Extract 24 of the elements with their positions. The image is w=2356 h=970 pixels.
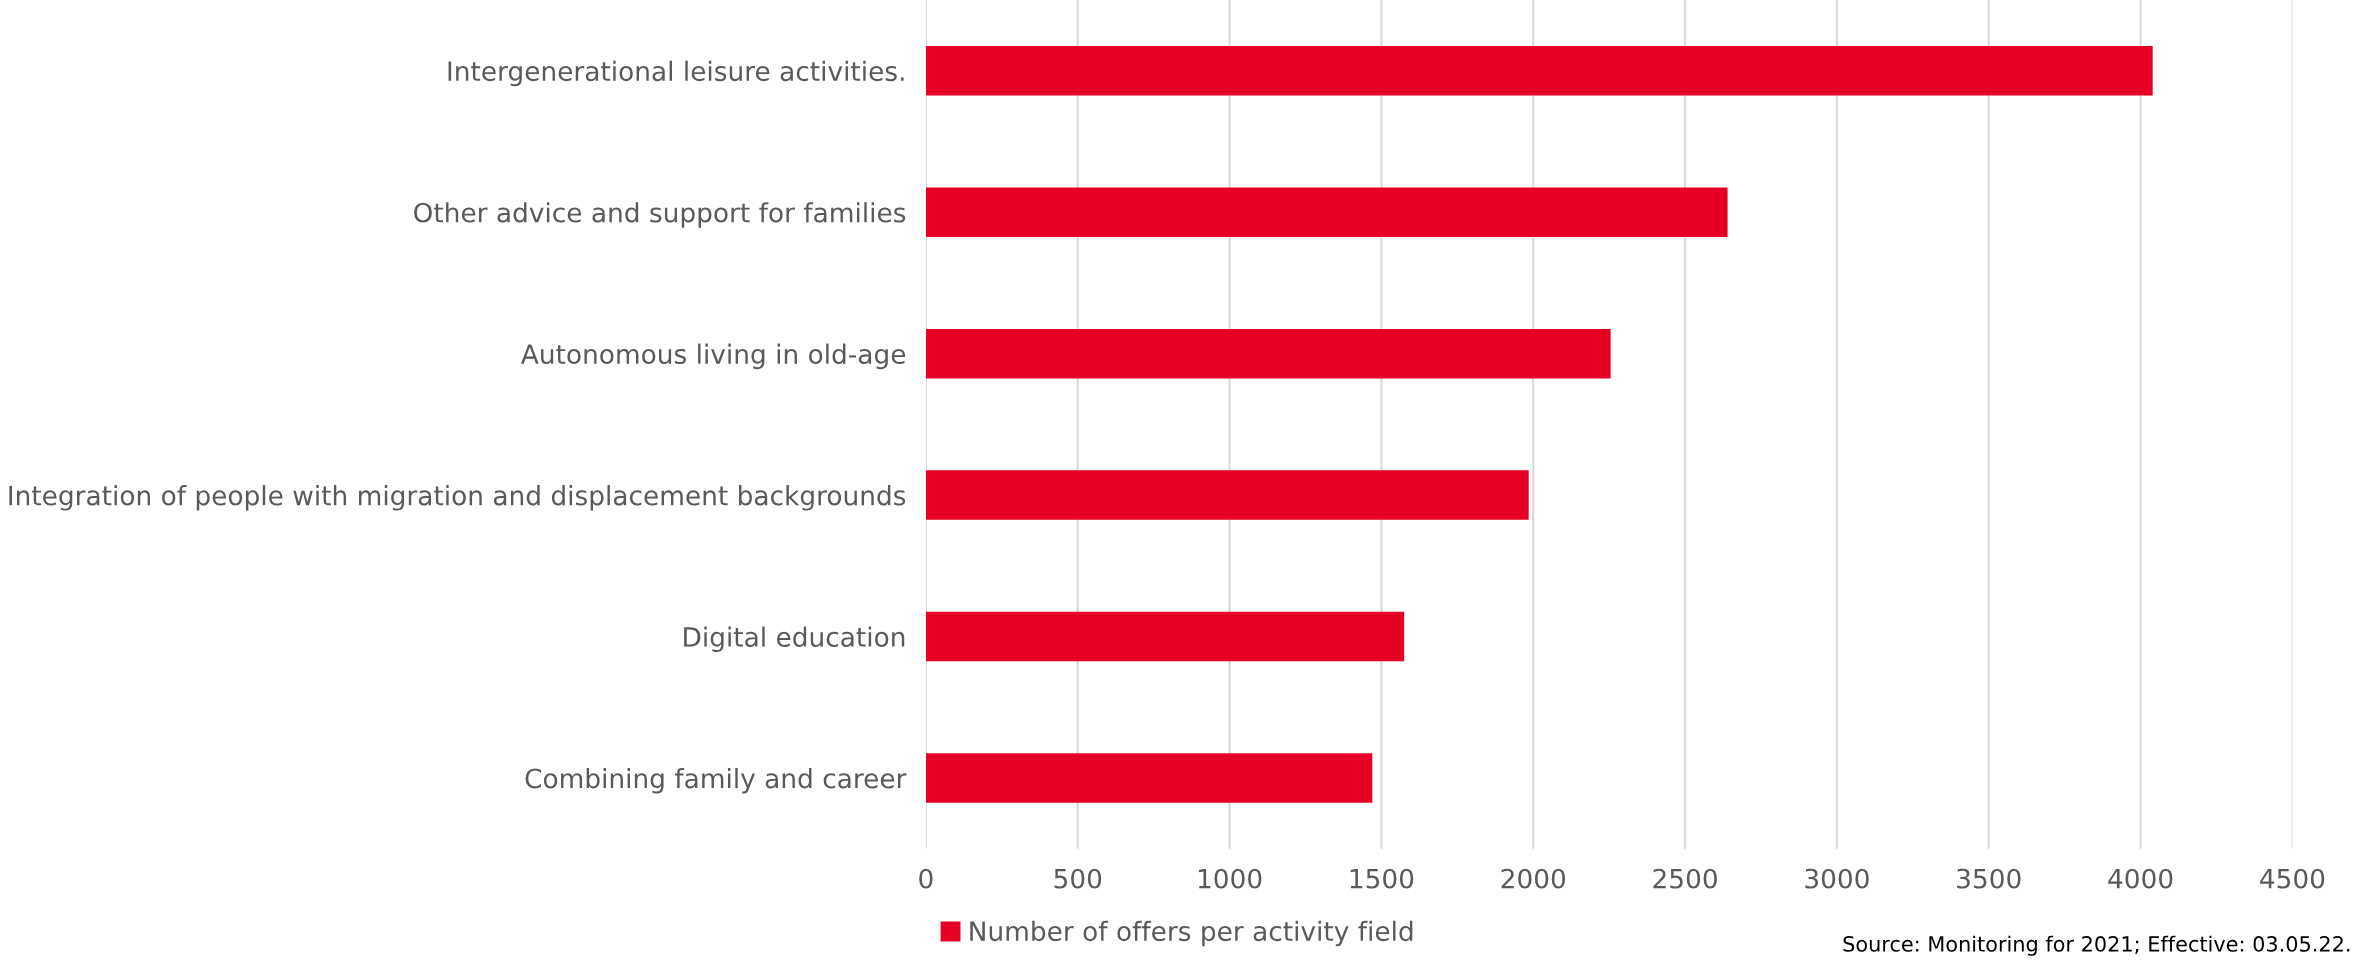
y-tick-label: Digital education [684,626,905,653]
x-tick-label: 2500 [1653,868,1717,889]
x-tick-label: 0 [919,868,933,889]
bar [925,328,1611,379]
x-tick-label: 2000 [1501,868,1566,889]
legend-label: Number of offers per activity field [970,920,1413,947]
y-tick-label: Integration of people with migration and displacement backgrounds [9,485,906,511]
bar [925,187,1728,237]
bar [925,753,1373,803]
x-tick-label: 3500 [1957,868,2021,889]
x-tick-label: 4000 [2108,868,2173,889]
x-tick-label: 1500 [1350,868,1414,889]
y-tick-label: Intergenerational leisure activities. [448,60,904,87]
y-tick-label: Other advice and support for families [414,202,906,228]
y-tick-label: Autonomous living in old-age [520,343,906,370]
x-tick-label: 500 [1054,868,1102,889]
bar [925,611,1405,662]
y-tick-label: Combining family and career [525,768,907,794]
bar [925,470,1529,520]
bar [925,45,2153,96]
x-tick-label: 3000 [1805,868,1869,889]
x-tick-label: 1000 [1198,868,1262,889]
source-note: Source: Monitoring for 2021; Effective: 03.05.22. [1843,935,2350,956]
x-tick-label: 4500 [2260,868,2325,889]
